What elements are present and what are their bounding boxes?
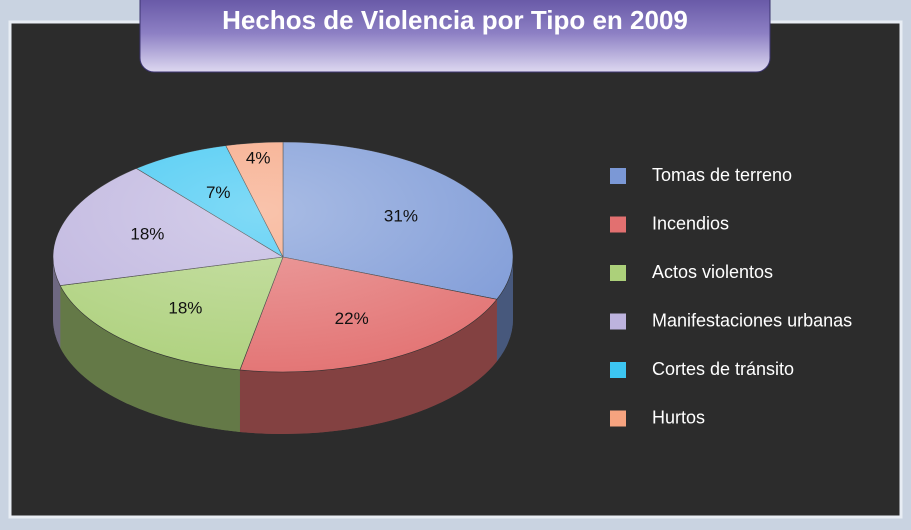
legend-label: Cortes de tránsito [652, 359, 794, 379]
title-banner [139, 0, 771, 73]
legend-swatch [610, 265, 626, 281]
data-label: 22% [335, 309, 369, 328]
data-label: 18% [130, 224, 164, 243]
legend-label: Actos violentos [652, 262, 773, 282]
data-label: 4% [246, 148, 271, 167]
legend-label: Manifestaciones urbanas [652, 310, 852, 330]
legend-label: Hurtos [652, 407, 705, 427]
data-label: 7% [206, 183, 231, 202]
legend-swatch [610, 362, 626, 378]
legend-label: Tomas de terreno [652, 165, 792, 185]
legend-label: Incendios [652, 213, 729, 233]
data-label: 31% [384, 206, 418, 225]
legend-swatch [610, 216, 626, 233]
data-label: 18% [168, 298, 202, 317]
chart-title: Hechos de Violencia por Tipo en 2009 [222, 5, 688, 35]
legend-swatch [610, 410, 626, 427]
pie: 31% 22% 18% 18% 7% 4% [52, 141, 514, 434]
legend: Tomas de terreno Incendios Actos violentos… [610, 165, 852, 427]
legend-swatch [610, 168, 626, 184]
legend-swatch [610, 313, 626, 330]
